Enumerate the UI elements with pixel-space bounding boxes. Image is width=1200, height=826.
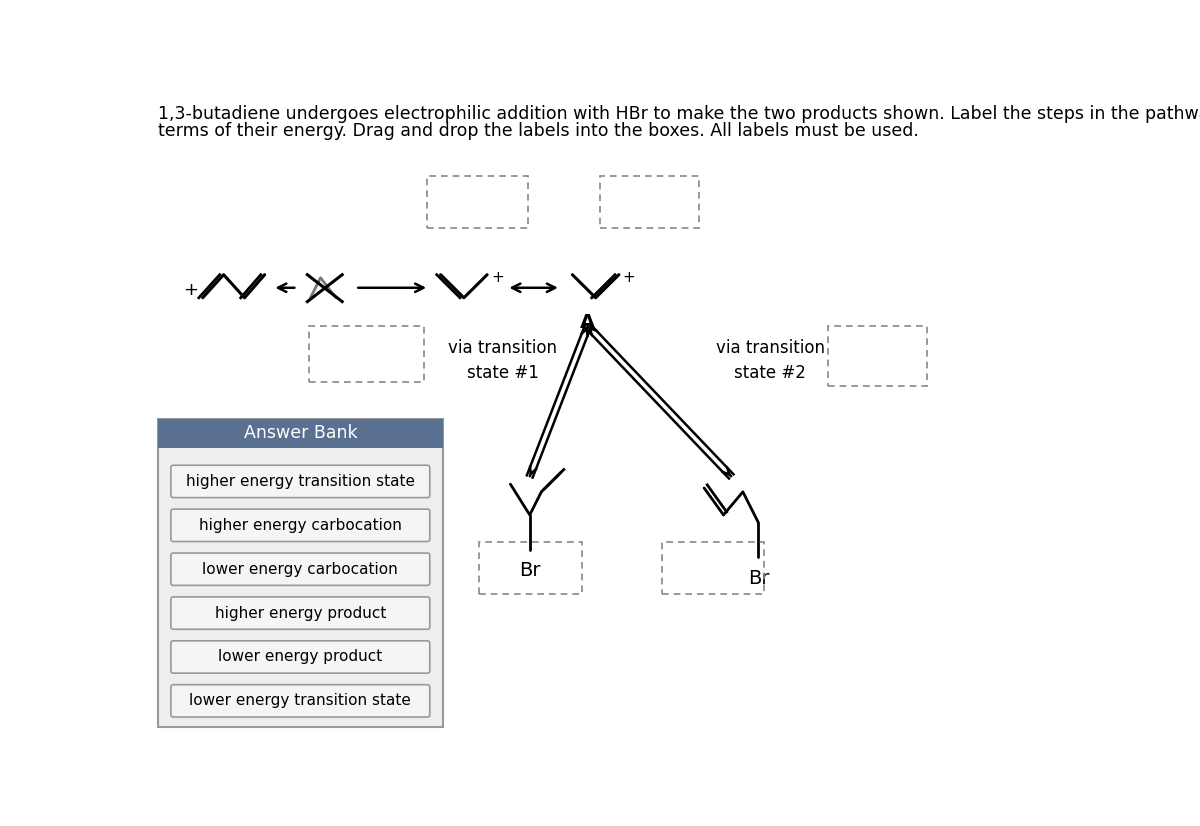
FancyBboxPatch shape <box>170 641 430 673</box>
Bar <box>479 542 582 594</box>
Text: terms of their energy. Drag and drop the labels into the boxes. All labels must : terms of their energy. Drag and drop the… <box>157 122 919 140</box>
Text: +: + <box>182 281 198 299</box>
Text: via transition
state #2: via transition state #2 <box>715 339 824 382</box>
Text: Br: Br <box>748 569 769 588</box>
Text: Br: Br <box>520 561 540 580</box>
Text: Answer Bank: Answer Bank <box>244 425 358 442</box>
Text: higher energy product: higher energy product <box>215 605 386 620</box>
Text: higher energy carbocation: higher energy carbocation <box>199 518 402 533</box>
Bar <box>427 176 528 229</box>
Bar <box>828 326 928 387</box>
Text: A: A <box>581 313 595 332</box>
FancyBboxPatch shape <box>170 509 430 542</box>
Text: via transition
state #1: via transition state #1 <box>448 339 557 382</box>
FancyBboxPatch shape <box>170 597 430 629</box>
Bar <box>661 542 763 594</box>
Text: lower energy transition state: lower energy transition state <box>190 693 412 709</box>
Text: lower energy product: lower energy product <box>218 649 383 664</box>
Text: 1,3-butadiene undergoes electrophilic addition with HBr to make the two products: 1,3-butadiene undergoes electrophilic ad… <box>157 105 1200 123</box>
Text: +: + <box>623 270 636 285</box>
Text: +: + <box>491 270 504 285</box>
Bar <box>600 176 698 229</box>
FancyBboxPatch shape <box>170 685 430 717</box>
Bar <box>308 326 424 382</box>
Bar <box>157 419 443 727</box>
Bar <box>157 419 443 448</box>
FancyBboxPatch shape <box>170 465 430 497</box>
Text: higher energy transition state: higher energy transition state <box>186 474 415 489</box>
FancyBboxPatch shape <box>170 553 430 586</box>
Text: lower energy carbocation: lower energy carbocation <box>203 562 398 577</box>
